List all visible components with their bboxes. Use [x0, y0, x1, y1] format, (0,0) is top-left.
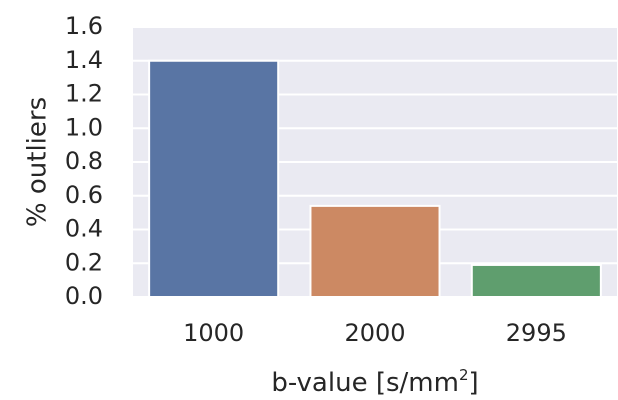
x-axis-label-suffix: ]: [468, 368, 478, 398]
bar-2000: [309, 204, 441, 298]
y-tick-label: 0.2: [65, 248, 103, 276]
y-tick-label: 1.2: [65, 80, 103, 108]
y-tick-label: 0.6: [65, 181, 103, 209]
y-tick-label: 0.0: [65, 282, 103, 310]
bar-2995: [470, 263, 602, 298]
y-tick-labels: 0.0 0.2 0.4 0.6 0.8 1.0 1.2 1.4 1.6: [65, 12, 103, 310]
x-axis-label: b-value [s/mm2]: [271, 366, 478, 398]
bar-1000: [148, 59, 280, 298]
y-tick-label: 0.8: [65, 147, 103, 175]
x-axis-label-main: b-value [s/mm: [271, 368, 459, 398]
y-axis-label: % outliers: [23, 97, 53, 227]
y-tick-label: 0.4: [65, 215, 103, 243]
y-tick-label: 1.0: [65, 113, 103, 141]
x-tick-label: 2995: [506, 319, 567, 347]
bars: [148, 59, 602, 298]
x-axis-label-superscript: 2: [459, 366, 469, 384]
y-tick-label: 1.4: [65, 46, 103, 74]
x-tick-label: 2000: [344, 319, 405, 347]
x-tick-labels: 1000 2000 2995: [183, 319, 567, 347]
y-tick-label: 1.6: [65, 12, 103, 40]
x-tick-label: 1000: [183, 319, 244, 347]
